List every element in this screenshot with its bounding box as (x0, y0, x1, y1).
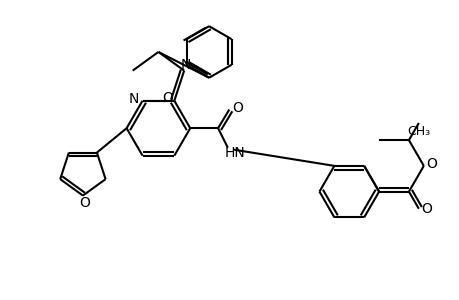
Text: O: O (231, 100, 242, 115)
Text: N: N (180, 58, 191, 72)
Text: N: N (128, 92, 139, 106)
Text: O: O (425, 157, 436, 171)
Text: CH₃: CH₃ (406, 125, 430, 138)
Text: HN: HN (224, 146, 245, 160)
Text: O: O (162, 91, 173, 105)
Text: O: O (420, 202, 431, 216)
Text: O: O (79, 196, 90, 209)
